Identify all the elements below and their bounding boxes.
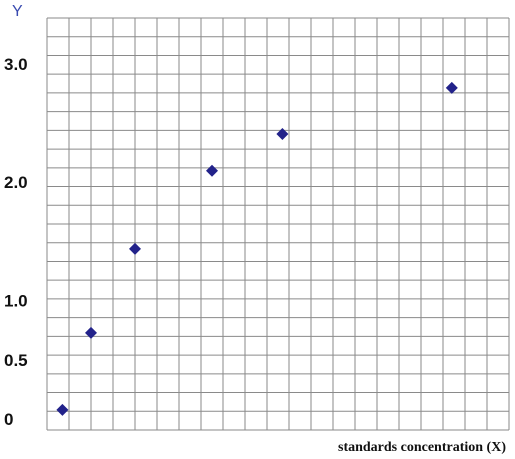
data-point <box>206 164 218 177</box>
data-point <box>445 81 458 94</box>
data-point <box>129 242 141 255</box>
y-tick-label: 0.5 <box>4 351 28 370</box>
y-axis-label: Y <box>12 3 23 20</box>
x-axis-label: standards concentration (X) <box>338 440 506 455</box>
data-point <box>85 326 97 339</box>
y-tick-label: 1.0 <box>4 292 28 311</box>
y-tick-label: 3.0 <box>4 55 28 74</box>
data-point <box>56 403 69 416</box>
data-point <box>276 128 289 141</box>
y-tick-label: 0 <box>4 410 13 429</box>
y-tick-label: 2.0 <box>4 173 28 192</box>
